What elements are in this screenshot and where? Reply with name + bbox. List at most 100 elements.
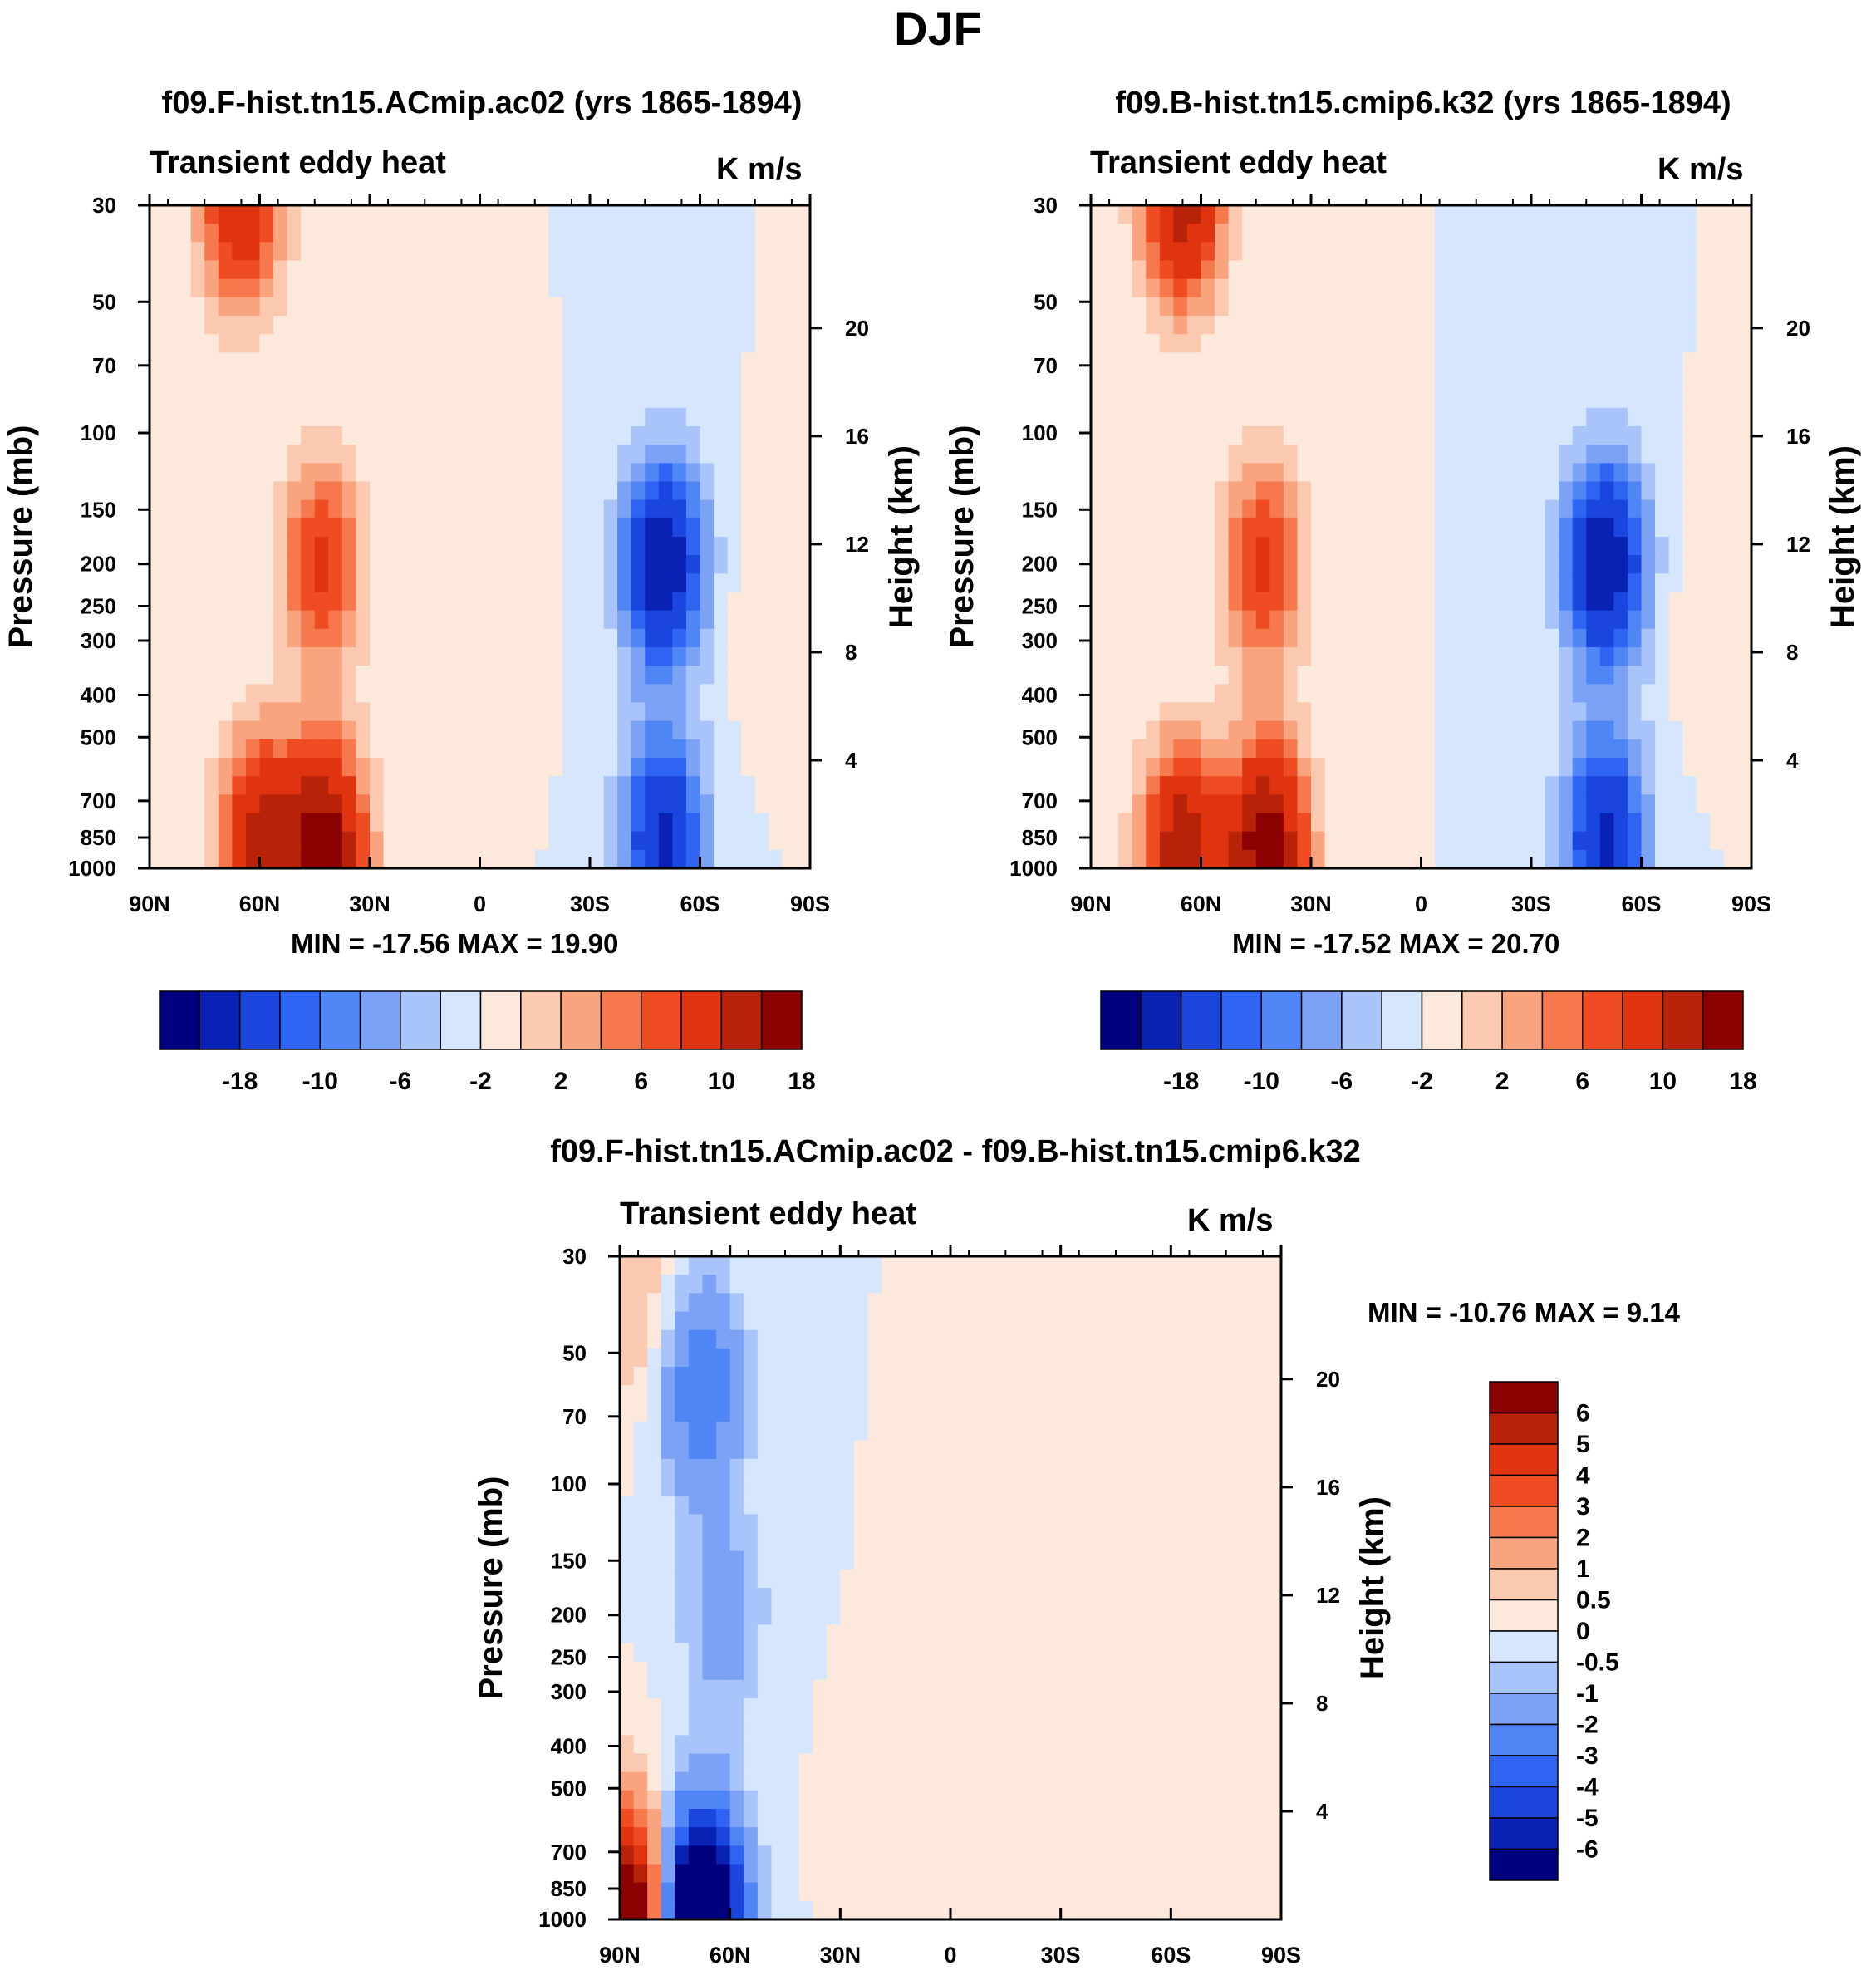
field-cell [631, 592, 646, 612]
colorbar-box [1702, 990, 1744, 1050]
field-cell [675, 1569, 690, 1589]
field-cell [204, 242, 219, 262]
field-cell [950, 1864, 965, 1884]
field-cell [1118, 224, 1133, 243]
field-cell [727, 610, 742, 630]
field-cell [729, 1606, 744, 1625]
field-cell [494, 537, 508, 556]
field-cell [950, 1422, 965, 1442]
field-cell [328, 499, 343, 519]
field-cell [1269, 849, 1284, 869]
field-cell [617, 499, 632, 519]
field-cell [150, 555, 165, 574]
field-cell [1462, 849, 1477, 869]
field-cell [383, 758, 398, 777]
field-cell [452, 849, 467, 869]
field-cell [1352, 278, 1367, 298]
field-cell [1723, 260, 1739, 280]
field-cell [882, 1293, 896, 1313]
field-cell [1116, 1367, 1131, 1386]
field-cell [1088, 1790, 1103, 1810]
field-cell [1047, 1440, 1062, 1460]
field-cell [1242, 739, 1257, 759]
field-cell [397, 610, 412, 630]
field-cell [1682, 278, 1697, 298]
field-cell [562, 647, 577, 666]
field-cell [1407, 592, 1422, 612]
field-cell [672, 592, 687, 612]
field-cell [1297, 205, 1312, 224]
field-cell [1448, 205, 1463, 224]
field-cell [1572, 518, 1587, 538]
field-cell [1435, 720, 1450, 740]
field-cell [1005, 1717, 1020, 1736]
field-cell [438, 445, 453, 464]
field-cell [645, 720, 660, 740]
field-cell [590, 407, 605, 427]
field-cell [1074, 1293, 1089, 1313]
field-cell [1627, 297, 1643, 317]
field-cell [603, 242, 618, 262]
field-cell [909, 1606, 924, 1625]
field-cell [617, 831, 632, 851]
field-cell [978, 1550, 993, 1570]
field-cell [867, 1514, 882, 1534]
field-cell [1379, 849, 1394, 869]
field-cell [1033, 1643, 1048, 1663]
field-cell [1019, 1458, 1034, 1478]
field-cell [1393, 776, 1408, 795]
field-cell [633, 1771, 648, 1791]
field-cell [1586, 334, 1601, 353]
field-cell [922, 1385, 938, 1404]
field-cell [507, 610, 522, 630]
field-cell [714, 628, 729, 648]
field-cell [754, 205, 769, 224]
field-cell [1586, 518, 1601, 538]
field-cell [1255, 334, 1270, 353]
colorbar-box [279, 990, 321, 1050]
field-cell [507, 776, 522, 795]
field-cell [1324, 352, 1339, 372]
field-cell [1116, 1661, 1131, 1681]
field-cell [716, 1550, 731, 1570]
field-cell [1723, 831, 1739, 851]
field-cell [1201, 758, 1215, 777]
field-cell [1074, 1882, 1089, 1902]
field-cell [672, 334, 687, 353]
field-cell [617, 684, 632, 704]
field-cell [729, 1569, 744, 1589]
y-tick-label: 70 [92, 353, 116, 378]
field-cell [370, 242, 385, 262]
field-cell [633, 1275, 648, 1294]
y-tick-label: 400 [81, 682, 116, 707]
field-cell [1311, 573, 1326, 593]
field-cell [909, 1698, 924, 1717]
field-cell [1723, 205, 1739, 224]
field-cell [1091, 537, 1106, 556]
field-cell [465, 481, 481, 501]
colorbar-box [1501, 990, 1544, 1050]
field-cell [479, 426, 494, 445]
field-cell [1599, 555, 1614, 574]
field-cell [603, 739, 618, 759]
field-cell [521, 426, 536, 445]
field-cell [716, 1900, 731, 1920]
field-cell [370, 666, 385, 685]
field-cell [534, 205, 549, 224]
field-cell [287, 278, 302, 298]
field-cell [1228, 666, 1243, 685]
field-cell [163, 224, 178, 243]
field-cell [769, 573, 783, 593]
field-cell [370, 518, 385, 538]
field-cell [1559, 518, 1574, 538]
field-cell [1060, 1514, 1075, 1534]
field-cell [922, 1624, 938, 1644]
field-cell [259, 849, 274, 869]
field-cell [1586, 684, 1601, 704]
field-cell [700, 831, 715, 851]
field-cell [177, 666, 192, 685]
field-cell [479, 499, 494, 519]
field-cell [950, 1293, 965, 1313]
field-cell [744, 1385, 759, 1404]
field-cell [853, 1514, 869, 1534]
